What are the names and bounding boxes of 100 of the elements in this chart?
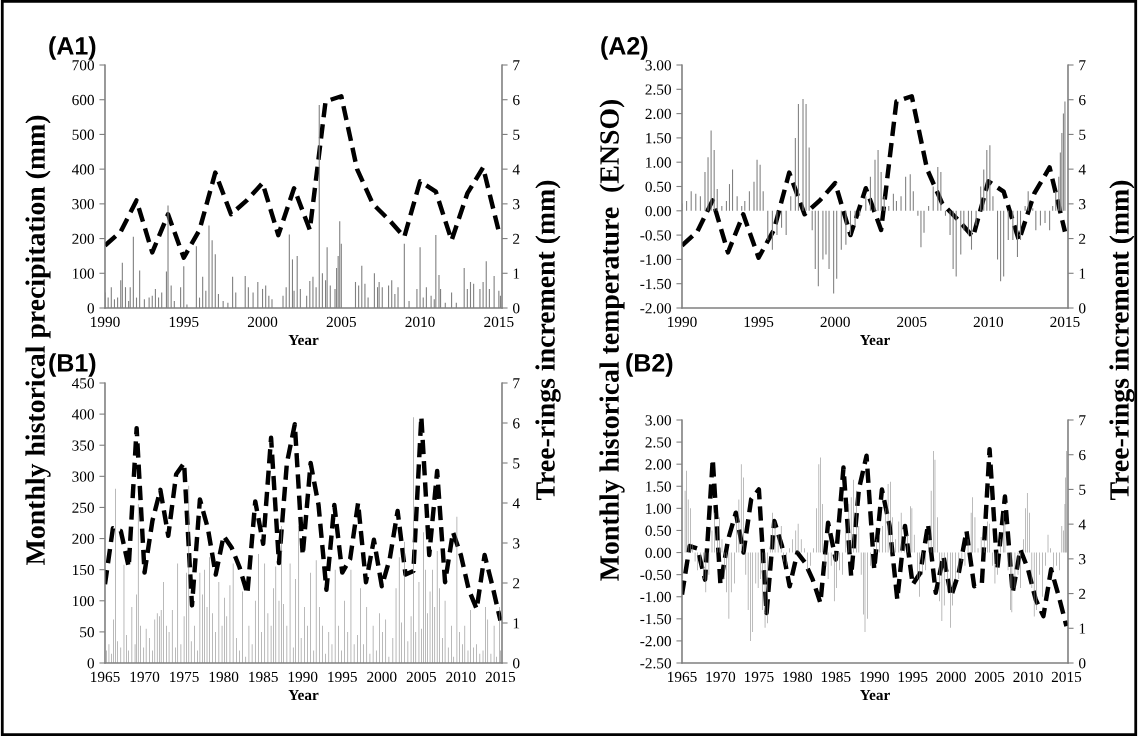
y-tick-label: 3.00 xyxy=(645,415,671,426)
y2-tick-label: 5 xyxy=(1079,129,1086,140)
chart-title: (A1) xyxy=(49,36,96,60)
y2-tick-label: 7 xyxy=(513,60,520,71)
x-tick-label: 1995 xyxy=(898,671,928,683)
y2-tick-label: 7 xyxy=(1079,60,1086,71)
y2-tick-label: 4 xyxy=(512,498,520,509)
y-tick-label: 0.50 xyxy=(645,525,671,536)
x-tick-label: 2015 xyxy=(485,671,516,683)
x-tick-label: 2005 xyxy=(974,671,1005,683)
x-tick-label: 2015 xyxy=(1050,316,1080,328)
y-tick-label: 300 xyxy=(72,471,94,482)
y2-tick-label: 1 xyxy=(1079,268,1086,279)
y-tick-label: 400 xyxy=(71,164,94,175)
x-tick-label: 1980 xyxy=(783,671,813,683)
y-tick-label: 0.50 xyxy=(645,181,671,193)
x-tick-label: 2000 xyxy=(367,671,397,683)
y2-tick-label: 2 xyxy=(1079,588,1086,599)
y-tick-label: 3.00 xyxy=(645,60,671,71)
x-tick-label: 2000 xyxy=(247,316,278,328)
x-tick-label: 1990 xyxy=(860,671,889,683)
y-tick-label: 2.00 xyxy=(645,459,671,470)
y2-tick-label: 7 xyxy=(1079,415,1086,426)
y-tick-label: 300 xyxy=(72,199,94,210)
y-tick-label: -2.00 xyxy=(640,636,671,647)
y-tick-label: -0.50 xyxy=(640,230,671,241)
y2-tick-label: 6 xyxy=(513,418,520,429)
y2-tick-label: 6 xyxy=(513,94,520,106)
y2-tick-label: 6 xyxy=(1079,94,1086,106)
y2-tick-label: 4 xyxy=(512,164,520,175)
y-tick-label: 600 xyxy=(72,94,94,106)
y-tick-label: 450 xyxy=(71,378,94,389)
y2-tick-label: 5 xyxy=(513,129,520,140)
y2-tick-label: 2 xyxy=(513,233,520,244)
y2-tick-label: 1 xyxy=(513,618,520,629)
x-tick-label: 1985 xyxy=(821,671,851,683)
y2-axis-title: Tree-rings increment (mm) xyxy=(535,180,561,501)
y2-tick-label: 3 xyxy=(1079,554,1086,565)
x-axis-title: Year xyxy=(288,689,319,701)
y-tick-label: 0 xyxy=(87,658,94,669)
y2-tick-label: 4 xyxy=(1078,519,1086,530)
y-tick-label: -0.50 xyxy=(640,569,671,581)
x-axis-title: Year xyxy=(860,689,890,701)
y-tick-label: 0.00 xyxy=(645,547,671,559)
y-tick-label: 50 xyxy=(80,627,94,638)
y-tick-label: 350 xyxy=(72,440,94,451)
y2-tick-label: 0 xyxy=(513,658,520,669)
x-tick-label: 2015 xyxy=(484,316,514,328)
y-tick-label: 1.00 xyxy=(646,157,671,168)
x-tick-label: 2000 xyxy=(820,316,850,328)
line-series xyxy=(682,94,1068,260)
y2-tick-label: 0 xyxy=(1079,658,1086,669)
x-tick-label: 2000 xyxy=(936,671,966,683)
y2-tick-label: 1 xyxy=(513,268,520,279)
y-tick-label: 1.00 xyxy=(646,503,671,514)
y2-tick-label: 5 xyxy=(513,458,520,469)
y-tick-label: 500 xyxy=(72,129,94,140)
y-tick-label: -1.50 xyxy=(640,278,671,290)
y-tick-label: -1.00 xyxy=(640,254,671,265)
y2-tick-label: 6 xyxy=(1079,449,1086,461)
y-tick-label: 100 xyxy=(73,595,94,607)
y2-tick-label: 3 xyxy=(1079,199,1086,210)
line-series xyxy=(682,446,1068,629)
chart-title: (B1) xyxy=(49,353,96,377)
x-tick-label: 2005 xyxy=(326,316,356,328)
x-tick-label: 1970 xyxy=(706,671,736,683)
y-tick-label: 100 xyxy=(73,268,94,279)
x-tick-label: 2005 xyxy=(897,316,927,328)
y-tick-label: -2.50 xyxy=(640,658,671,669)
y-tick-label: 2.00 xyxy=(645,108,671,120)
x-tick-label: 1970 xyxy=(130,671,160,683)
y-tick-label: 0.00 xyxy=(645,205,671,217)
chart-title: (B2) xyxy=(626,353,673,377)
x-tick-label: 1995 xyxy=(744,316,774,328)
x-tick-label: 1995 xyxy=(169,316,199,328)
y-tick-label: 700 xyxy=(72,60,94,71)
x-tick-label: 1965 xyxy=(668,671,697,683)
x-tick-label: 2010 xyxy=(973,316,1004,328)
line-series xyxy=(105,94,502,260)
x-tick-label: 1975 xyxy=(170,671,199,683)
y-tick-label: 2.50 xyxy=(645,84,671,95)
x-axis-title: Year xyxy=(288,334,319,346)
y2-tick-label: 0 xyxy=(1079,303,1086,314)
x-tick-label: 1975 xyxy=(744,671,774,683)
y-tick-label: 0 xyxy=(87,303,94,314)
y-tick-label: 1.50 xyxy=(646,481,671,492)
y-tick-label: -1.00 xyxy=(640,591,671,603)
y-tick-label: 2.50 xyxy=(645,437,671,448)
y-tick-label: 200 xyxy=(72,533,94,545)
y2-tick-label: 3 xyxy=(513,199,520,210)
y-axis-title: Monthly historical temperature (ENSO) xyxy=(599,99,625,581)
x-tick-label: 2010 xyxy=(446,671,476,683)
x-tick-label: 1965 xyxy=(91,671,120,683)
x-tick-label: 1985 xyxy=(249,671,278,683)
y-tick-label: 1.50 xyxy=(646,133,671,144)
x-tick-label: 1995 xyxy=(328,671,357,683)
x-tick-label: 2010 xyxy=(1013,671,1043,683)
y-tick-label: 250 xyxy=(72,502,94,513)
y-tick-label: 200 xyxy=(72,233,94,245)
x-tick-label: 2010 xyxy=(405,316,435,328)
